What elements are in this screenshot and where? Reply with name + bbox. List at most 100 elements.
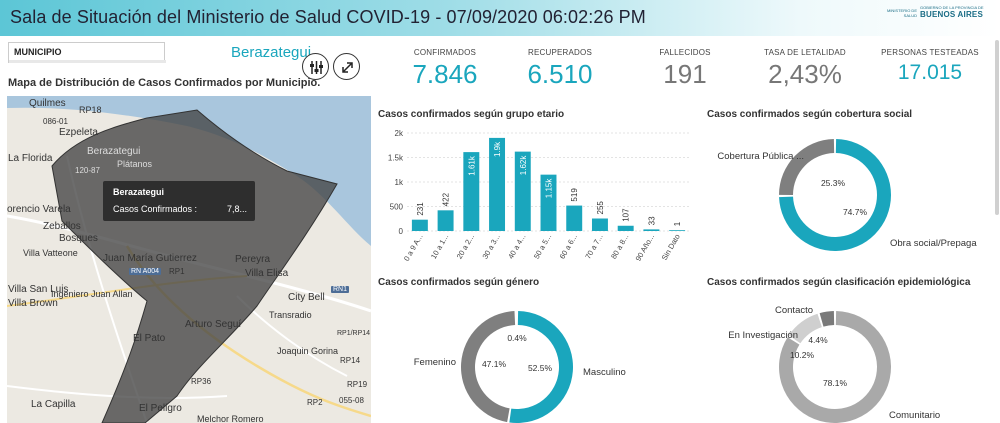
place-label: RP19 [347,380,368,389]
bar[interactable] [591,218,608,231]
donut-slice[interactable] [779,139,835,195]
bar-data-label: 231 [416,202,425,216]
category-label: 20 a 2... [455,233,476,261]
expand-button[interactable] [333,53,360,80]
place-label: Berazategui [87,146,141,157]
slice-category-label: Obra social/Prepaga [890,238,977,249]
place-label: Plátanos [117,159,153,169]
municipio-map[interactable]: Quilmes RP18 086-01 Ezpeleta La Florida … [7,96,371,423]
expand-icon [342,62,353,73]
epi-donut-chart[interactable]: 78.1% 10.2% 4.4% Comunitario En Investigació… [700,292,995,423]
place-label: Juan María Gutierrez [103,253,197,264]
category-label: 30 a 3... [480,233,501,261]
page-title: Sala de Situación del Ministerio de Salu… [10,7,646,27]
y-tick-label: 1.5k [388,154,404,163]
bar[interactable] [411,219,428,231]
place-label: Bosques [59,233,98,244]
coverage-chart-title: Casos confirmados según cobertura social [707,109,913,120]
bar[interactable] [540,174,557,231]
place-label: RP1/RP14 [337,330,371,337]
kpi-label: PERSONAS TESTEADAS [881,48,979,57]
place-label: Villa Elisa [245,268,289,279]
place-label: 120-87 [75,166,100,175]
province-logo-main: BUENOS AIRES [920,10,984,19]
bar[interactable] [514,151,531,231]
epi-chart-title: Casos confirmados según clasificación ep… [707,277,971,288]
dropdown-underline [9,60,166,63]
bar-data-label: 422 [442,192,451,206]
kpi-value: 2,43% [768,59,842,89]
slice-value-label: 47.1% [482,359,507,369]
bar-data-label: 1.62k [519,155,528,176]
place-label: Villa San Luis [8,284,69,295]
category-label: Sin Dato [660,233,682,262]
category-label: 70 a 7... [583,233,604,261]
slice-category-label: Femenino [414,357,456,368]
slice-value-label: 4.4% [808,335,828,345]
y-tick-label: 0 [399,227,404,236]
bar[interactable] [643,229,660,231]
filter-sliders-button[interactable] [302,53,329,80]
bar[interactable] [489,137,506,231]
place-label: La Capilla [31,399,76,410]
gender-chart-title: Casos confirmados según género [378,277,540,288]
tooltip-name: Berazategui [113,187,165,197]
municipio-dropdown[interactable]: MUNICIPIO [8,42,166,63]
sliders-icon [310,61,323,74]
place-label: 086-01 [43,117,68,126]
bar[interactable] [463,152,480,231]
slice-value-label: 78.1% [823,378,848,388]
y-tick-label: 2k [395,129,404,138]
kpi-personas-testeadas: PERSONAS TESTEADAS 17.015 [870,48,990,85]
category-label: 90 Año... [634,233,657,263]
place-label: orencio Varela [7,204,71,215]
place-label: RP14 [340,356,361,365]
gender-donut-chart[interactable]: 52.5% 47.1% 0.4% Masculino Femenino [375,292,695,423]
highway-badge: RN1 [331,286,350,293]
bar-data-label: 33 [647,216,656,225]
slice-value-label: 74.7% [843,207,868,217]
bar-data-label: 1.15k [545,178,554,199]
category-label: 0 a 9 A... [402,233,425,263]
bar[interactable] [617,225,634,231]
slice-category-label: Contacto [775,305,813,316]
province-logo-top: GOBIERNO DE LA PROVINCIA DE [920,5,984,10]
kpi-fallecidos: FALLECIDOS 191 [625,48,745,90]
ministry-logo: MINISTERIO DE SALUD [886,8,917,18]
bar[interactable] [669,230,686,231]
bar[interactable] [566,205,583,231]
kpi-label: TASA DE LETALIDAD [764,48,846,57]
slice-value-label: 0.4% [507,333,527,343]
donut-slice[interactable] [819,311,835,327]
place-label: Arturo Seguí [185,319,242,330]
page-scrollbar[interactable] [995,40,999,215]
kpi-label: RECUPERADOS [528,48,592,57]
bar[interactable] [437,210,454,231]
slice-category-label: En Investigación [728,330,798,341]
place-label: Melchor Romero [197,414,264,423]
category-label: 40 a 4... [506,233,527,261]
tooltip-value: 7,8... [227,204,248,214]
bar-data-label: 519 [570,188,579,202]
bar-data-label: 255 [596,201,605,215]
slice-value-label: 10.2% [790,350,815,360]
age-bar-chart[interactable]: 0 500 1k 1.5k 2k 231 0 a 9 A... 422 10 a 1... 1.6… [375,125,695,270]
donut-slice[interactable] [461,311,516,423]
donut-slice[interactable] [509,311,573,423]
kpi-tasa-letalidad: TASA DE LETALIDAD 2,43% [745,48,865,90]
place-label: El Peligro [139,403,182,414]
municipio-dropdown-label: MUNICIPIO [14,47,62,57]
place-label: Joaquin Gorina [277,346,339,356]
selected-municipio: Berazategui [231,44,312,61]
age-chart-title: Casos confirmados según grupo etario [378,109,565,120]
y-tick-label: 1k [395,178,404,187]
place-label: City Bell [288,292,325,303]
highway-badge: RN A004 [129,268,162,275]
place-label: RP1 [169,267,185,276]
coverage-donut-chart[interactable]: 74.7% 25.3% Obra social/Prepaga Cobertura P… [700,125,995,270]
donut-slice[interactable] [788,313,822,344]
place-label: RP36 [191,377,212,386]
bar-data-label: 1 [673,221,682,226]
place-label: Ingeniero Juan Allan [51,289,133,299]
kpi-value: 7.846 [412,59,478,89]
